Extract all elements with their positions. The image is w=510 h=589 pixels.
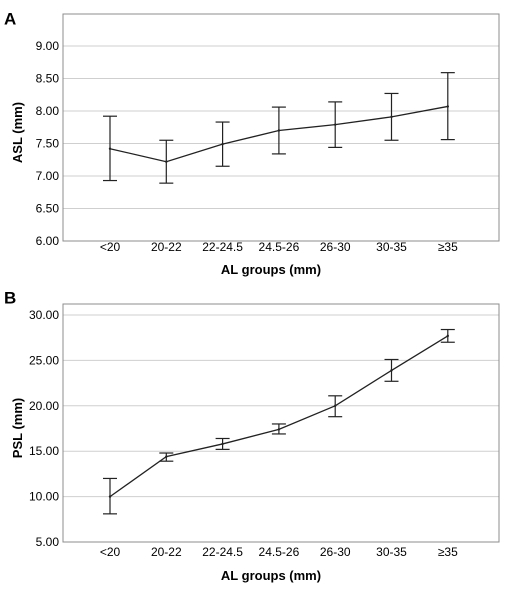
y-axis-title: ASL (mm) <box>10 102 25 163</box>
y-tick-label: 30.00 <box>29 308 59 322</box>
panel-label-a: A <box>4 9 16 28</box>
x-tick-label: 24.5-26 <box>259 545 300 559</box>
y-tick-label: 9.00 <box>36 39 60 53</box>
data-point <box>277 129 281 132</box>
data-point <box>334 404 337 407</box>
data-point <box>446 105 449 108</box>
panel-label-b: B <box>4 288 16 307</box>
x-tick-label: 22-24.5 <box>202 240 243 254</box>
data-point <box>277 428 281 431</box>
y-tick-label: 8.00 <box>36 104 60 118</box>
y-tick-label: 7.50 <box>36 137 60 151</box>
x-tick-label: 26-30 <box>320 240 351 254</box>
x-tick-label: 22-24.5 <box>202 545 243 559</box>
x-tick-label: 24.5-26 <box>259 240 300 254</box>
data-point <box>221 442 224 446</box>
x-tick-label: <20 <box>100 545 121 559</box>
x-tick-label: <20 <box>100 240 121 254</box>
x-tick-label: 20-22 <box>151 240 182 254</box>
data-point <box>108 147 112 150</box>
data-point <box>446 334 449 338</box>
x-tick-label: 26-30 <box>320 545 351 559</box>
y-tick-label: 20.00 <box>29 399 59 413</box>
data-point <box>390 115 393 119</box>
data-point <box>390 369 393 372</box>
y-tick-label: 8.50 <box>36 72 60 86</box>
y-axis-title: PSL (mm) <box>10 398 25 458</box>
data-point <box>221 142 224 146</box>
y-tick-label: 6.50 <box>36 202 60 216</box>
y-tick-label: 10.00 <box>29 490 59 504</box>
x-tick-label: 30-35 <box>376 240 407 254</box>
y-tick-label: 5.00 <box>36 535 60 549</box>
y-tick-label: 25.00 <box>29 353 59 367</box>
data-point <box>108 495 112 498</box>
x-tick-label: 30-35 <box>376 545 407 559</box>
data-point <box>165 455 168 458</box>
data-point <box>334 123 337 126</box>
y-tick-label: 6.00 <box>36 234 60 248</box>
data-point <box>165 160 168 163</box>
y-tick-label: 15.00 <box>29 444 59 458</box>
x-axis-title: AL groups (mm) <box>221 568 321 583</box>
x-tick-label: ≥35 <box>438 240 458 254</box>
x-axis-title: AL groups (mm) <box>221 262 321 277</box>
plot-frame <box>62 303 500 543</box>
y-tick-label: 7.00 <box>36 169 60 183</box>
x-tick-label: ≥35 <box>438 545 458 559</box>
x-tick-label: 20-22 <box>151 545 182 559</box>
plot-frame <box>62 13 500 242</box>
